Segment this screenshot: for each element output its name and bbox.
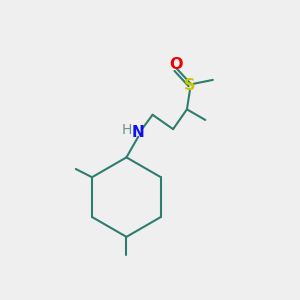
Text: O: O: [169, 57, 182, 72]
Text: H: H: [122, 123, 132, 137]
Text: N: N: [132, 125, 145, 140]
Text: S: S: [184, 78, 196, 93]
